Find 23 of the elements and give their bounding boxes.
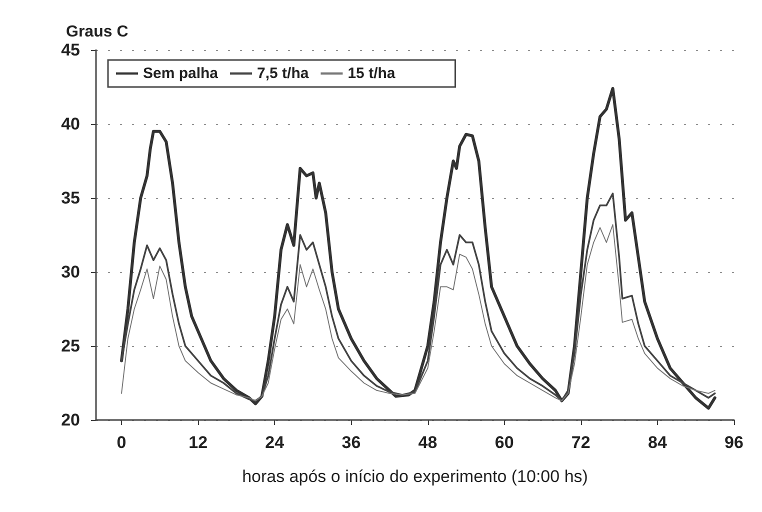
y-tick-label: 20 (61, 410, 80, 430)
x-tick-label: 24 (265, 433, 285, 452)
line-series (121, 224, 716, 402)
legend-label: 15 t/ha (348, 65, 396, 82)
legend-label: 7,5 t/ha (257, 65, 310, 82)
x-tick-label: 12 (188, 433, 208, 452)
y-tick-label: 35 (61, 188, 80, 208)
x-tick-label: 84 (648, 433, 668, 452)
x-tick-label: 0 (116, 433, 126, 452)
x-tick-label: 48 (418, 433, 438, 452)
x-axis-title: horas após o início do experimento (10:00 hs) (242, 467, 588, 486)
y-axis-title: Graus C (66, 24, 129, 40)
x-tick-label: 60 (494, 433, 514, 452)
y-tick-label: 40 (61, 114, 80, 134)
line-series (120, 86, 716, 410)
x-tick-label: 36 (342, 433, 361, 452)
x-tick-label: 72 (571, 433, 590, 452)
y-tick-label: 45 (61, 40, 80, 60)
y-tick-label: 25 (61, 336, 80, 356)
x-tick-label: 96 (724, 433, 744, 452)
y-tick-label: 30 (61, 262, 80, 282)
legend-label: Sem palha (143, 65, 219, 82)
line-series (120, 192, 716, 402)
